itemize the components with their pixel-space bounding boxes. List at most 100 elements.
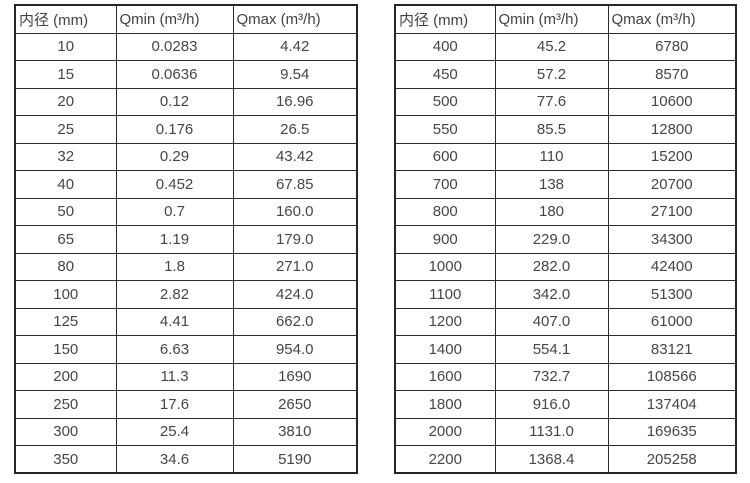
table-cell: 25.4	[115, 417, 234, 446]
table-cell: 10	[14, 32, 117, 61]
table-cell: 25	[14, 115, 117, 144]
flow-table-large-diameters: 内径 (mm) Qmin (m³/h) Qmax (m³/h) 400 45.2 678…	[394, 4, 737, 474]
table-cell: 61000	[607, 307, 737, 336]
table-cell: 20	[14, 87, 117, 116]
column-header: Qmin (m³/h)	[494, 4, 609, 34]
table-cell: 424.0	[232, 280, 358, 309]
table-cell: 300	[14, 417, 117, 446]
table-cell: 85.5	[494, 115, 609, 144]
table-cell: 10600	[607, 87, 737, 116]
table-row: 2200 1368.4 205258	[394, 445, 737, 474]
table-row: 900 229.0 34300	[394, 225, 737, 254]
table-cell: 2.82	[115, 280, 234, 309]
table-cell: 1400	[394, 335, 496, 364]
table-row: 65 1.19 179.0	[14, 225, 358, 254]
table-cell: 0.176	[115, 115, 234, 144]
table-cell: 271.0	[232, 252, 358, 281]
table-cell: 138	[494, 170, 609, 199]
table-cell: 57.2	[494, 60, 609, 89]
table-cell: 42400	[607, 252, 737, 281]
table-cell: 180	[494, 197, 609, 226]
header-row: 内径 (mm) Qmin (m³/h) Qmax (m³/h)	[14, 4, 358, 34]
table-cell: 500	[394, 87, 496, 116]
table-row: 125 4.41 662.0	[14, 307, 358, 336]
table-cell: 662.0	[232, 307, 358, 336]
table-row: 32 0.29 43.42	[14, 142, 358, 171]
table-cell: 342.0	[494, 280, 609, 309]
column-header: 内径 (mm)	[14, 4, 117, 34]
table-cell: 8570	[607, 60, 737, 89]
table-cell: 400	[394, 32, 496, 61]
table-row: 25 0.176 26.5	[14, 115, 358, 144]
table-cell: 179.0	[232, 225, 358, 254]
table-cell: 6.63	[115, 335, 234, 364]
table-cell: 27100	[607, 197, 737, 226]
table-row: 700 138 20700	[394, 170, 737, 199]
table-cell: 34.6	[115, 445, 234, 474]
table-cell: 45.2	[494, 32, 609, 61]
table-cell: 15	[14, 60, 117, 89]
table-cell: 200	[14, 362, 117, 391]
table-cell: 732.7	[494, 362, 609, 391]
table-cell: 550	[394, 115, 496, 144]
table-row: 350 34.6 5190	[14, 445, 358, 474]
table-cell: 16.96	[232, 87, 358, 116]
table-cell: 43.42	[232, 142, 358, 171]
table-cell: 110	[494, 142, 609, 171]
table-cell: 50	[14, 197, 117, 226]
table-cell: 1.19	[115, 225, 234, 254]
table-cell: 2200	[394, 445, 496, 474]
table-cell: 32	[14, 142, 117, 171]
table-cell: 1368.4	[494, 445, 609, 474]
table-cell: 1600	[394, 362, 496, 391]
table-row: 80 1.8 271.0	[14, 252, 358, 281]
table-row: 150 6.63 954.0	[14, 335, 358, 364]
table-body: 400 45.2 6780 450 57.2 8570 500 77.6 10600 550 85.…	[394, 32, 737, 474]
table-cell: 169635	[607, 417, 737, 446]
header-row: 内径 (mm) Qmin (m³/h) Qmax (m³/h)	[394, 4, 737, 34]
table-row: 1100 342.0 51300	[394, 280, 737, 309]
table-cell: 100	[14, 280, 117, 309]
table-cell: 0.452	[115, 170, 234, 199]
table-cell: 954.0	[232, 335, 358, 364]
table-cell: 9.54	[232, 60, 358, 89]
table-cell: 1800	[394, 390, 496, 419]
table-cell: 800	[394, 197, 496, 226]
table-row: 400 45.2 6780	[394, 32, 737, 61]
table-cell: 34300	[607, 225, 737, 254]
table-cell: 0.0636	[115, 60, 234, 89]
table-cell: 11.3	[115, 362, 234, 391]
flow-table-small-diameters: 内径 (mm) Qmin (m³/h) Qmax (m³/h) 10 0.0283 4.…	[14, 4, 358, 474]
table-cell: 15200	[607, 142, 737, 171]
table-cell: 1200	[394, 307, 496, 336]
table-row: 10 0.0283 4.42	[14, 32, 358, 61]
table-cell: 67.85	[232, 170, 358, 199]
table-cell: 0.0283	[115, 32, 234, 61]
table-row: 100 2.82 424.0	[14, 280, 358, 309]
table-row: 15 0.0636 9.54	[14, 60, 358, 89]
table-row: 450 57.2 8570	[394, 60, 737, 89]
table-row: 800 180 27100	[394, 197, 737, 226]
table-cell: 2650	[232, 390, 358, 419]
table-cell: 407.0	[494, 307, 609, 336]
table-cell: 12800	[607, 115, 737, 144]
table-cell: 3810	[232, 417, 358, 446]
table-cell: 137404	[607, 390, 737, 419]
table-cell: 0.7	[115, 197, 234, 226]
table-cell: 4.41	[115, 307, 234, 336]
tables-container: 内径 (mm) Qmin (m³/h) Qmax (m³/h) 10 0.0283 4.…	[14, 4, 737, 474]
table-header: 内径 (mm) Qmin (m³/h) Qmax (m³/h)	[394, 4, 737, 34]
table-cell: 40	[14, 170, 117, 199]
table-row: 500 77.6 10600	[394, 87, 737, 116]
table-cell: 450	[394, 60, 496, 89]
table-cell: 17.6	[115, 390, 234, 419]
table-cell: 51300	[607, 280, 737, 309]
table-cell: 26.5	[232, 115, 358, 144]
table-cell: 2000	[394, 417, 496, 446]
table-cell: 77.6	[494, 87, 609, 116]
table-cell: 1100	[394, 280, 496, 309]
table-cell: 0.29	[115, 142, 234, 171]
table-cell: 350	[14, 445, 117, 474]
table-cell: 1.8	[115, 252, 234, 281]
